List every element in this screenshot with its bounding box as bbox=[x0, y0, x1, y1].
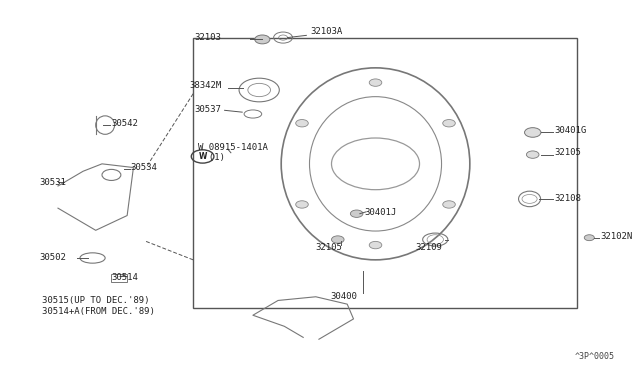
Text: W: W bbox=[198, 152, 207, 161]
Text: 32109: 32109 bbox=[415, 243, 442, 252]
Circle shape bbox=[443, 119, 455, 127]
Text: 32102N: 32102N bbox=[600, 232, 632, 241]
Text: 30514: 30514 bbox=[111, 273, 138, 282]
Text: 30534: 30534 bbox=[131, 163, 157, 172]
Text: 30400: 30400 bbox=[331, 292, 358, 301]
Text: ^3P^0005: ^3P^0005 bbox=[575, 352, 614, 361]
Circle shape bbox=[443, 201, 455, 208]
Text: 30531: 30531 bbox=[39, 178, 66, 187]
Text: 30542: 30542 bbox=[111, 119, 138, 128]
Text: 32105: 32105 bbox=[315, 243, 342, 252]
Circle shape bbox=[369, 241, 382, 249]
Text: 30502: 30502 bbox=[39, 253, 66, 263]
Circle shape bbox=[525, 128, 541, 137]
Text: 30537: 30537 bbox=[195, 105, 221, 114]
Circle shape bbox=[296, 119, 308, 127]
Circle shape bbox=[527, 151, 539, 158]
Bar bbox=[111, 274, 127, 282]
Text: 30401J: 30401J bbox=[365, 208, 397, 217]
Text: 32103A: 32103A bbox=[311, 27, 343, 36]
Text: 32105: 32105 bbox=[555, 148, 582, 157]
Text: W 08915-1401A
  (1): W 08915-1401A (1) bbox=[198, 143, 268, 163]
Circle shape bbox=[255, 35, 270, 44]
Text: 30401G: 30401G bbox=[555, 126, 587, 135]
Circle shape bbox=[584, 235, 595, 241]
Text: 30515(UP TO DEC.'89)
30514+A(FROM DEC.'89): 30515(UP TO DEC.'89) 30514+A(FROM DEC.'8… bbox=[42, 296, 155, 316]
Text: 38342M: 38342M bbox=[189, 81, 221, 90]
Circle shape bbox=[296, 201, 308, 208]
Text: 32103: 32103 bbox=[195, 33, 221, 42]
Circle shape bbox=[350, 210, 363, 217]
Circle shape bbox=[332, 236, 344, 243]
Bar bbox=[193, 38, 577, 308]
Text: 32108: 32108 bbox=[555, 194, 582, 203]
Circle shape bbox=[369, 79, 382, 86]
